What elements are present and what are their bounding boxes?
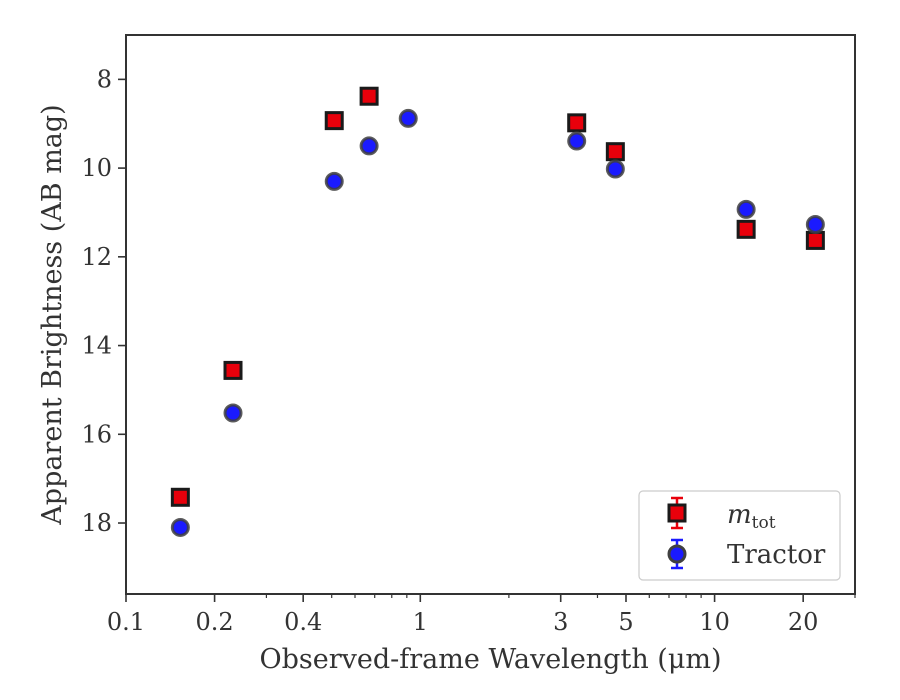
x-tick-label-0: 0.1: [107, 608, 145, 636]
x-tick-label-1: 0.2: [196, 608, 234, 636]
x-axis-ticks: 0.1 0.2 0.4 1 3 5 10 20: [107, 594, 856, 636]
tractor-point-1: [223, 403, 243, 423]
tractor-point-6: [605, 159, 625, 179]
tractor-point-4: [398, 108, 418, 128]
legend-mtot-label-main: m: [727, 500, 752, 530]
x-tick-label-6: 10: [699, 608, 730, 636]
legend-mtot-label: mtot: [727, 500, 776, 533]
tractor-point-3: [359, 136, 379, 156]
legend-frame: [638, 490, 841, 581]
x-tick-label-5: 5: [618, 608, 633, 636]
mtot-point-6: [736, 219, 756, 239]
legend: mtot Tractor: [638, 490, 841, 581]
y-tick-label-1: 10: [81, 154, 112, 182]
x-tick-label-4: 3: [553, 608, 568, 636]
legend-entry-tractor: Tractor: [667, 538, 826, 570]
legend-mtot-label-sub: tot: [752, 513, 776, 533]
mtot-point-0: [170, 487, 190, 507]
mtot-point-1: [223, 360, 243, 380]
tractor-point-8: [805, 214, 825, 234]
tractor-point-7: [736, 199, 756, 219]
mtot-point-7: [805, 230, 825, 250]
tractor-point-2: [324, 171, 344, 191]
tractor-point-5: [567, 131, 587, 151]
mtot-point-2: [324, 111, 344, 131]
y-tick-label-2: 12: [81, 243, 112, 271]
legend-tractor-label: Tractor: [727, 540, 826, 570]
y-axis-label: Apparent Brightness (AB mag): [37, 104, 68, 525]
y-tick-label-5: 18: [81, 509, 112, 537]
series-m-tot: [170, 86, 825, 507]
series-layer: [170, 86, 825, 537]
plot-area-frame: [125, 34, 856, 595]
legend-mtot-marker: [667, 503, 687, 523]
legend-entry-mtot: mtot: [667, 496, 776, 533]
y-tick-label-3: 14: [81, 332, 112, 360]
y-tick-label-4: 16: [81, 420, 112, 448]
y-axis-ticks: 8 10 12 14 16 18: [81, 65, 126, 537]
tractor-point-0: [170, 517, 190, 537]
mtot-point-5: [605, 142, 625, 162]
mtot-point-4: [567, 113, 587, 133]
x-tick-label-7: 20: [788, 608, 819, 636]
series-tractor: [170, 108, 825, 537]
x-axis-label: Observed-frame Wavelength (μm): [259, 644, 721, 675]
x-tick-label-3: 1: [413, 608, 428, 636]
y-tick-label-0: 8: [97, 65, 112, 93]
mtot-point-3: [359, 86, 379, 106]
x-tick-label-2: 0.4: [284, 608, 322, 636]
legend-tractor-marker: [667, 544, 687, 564]
